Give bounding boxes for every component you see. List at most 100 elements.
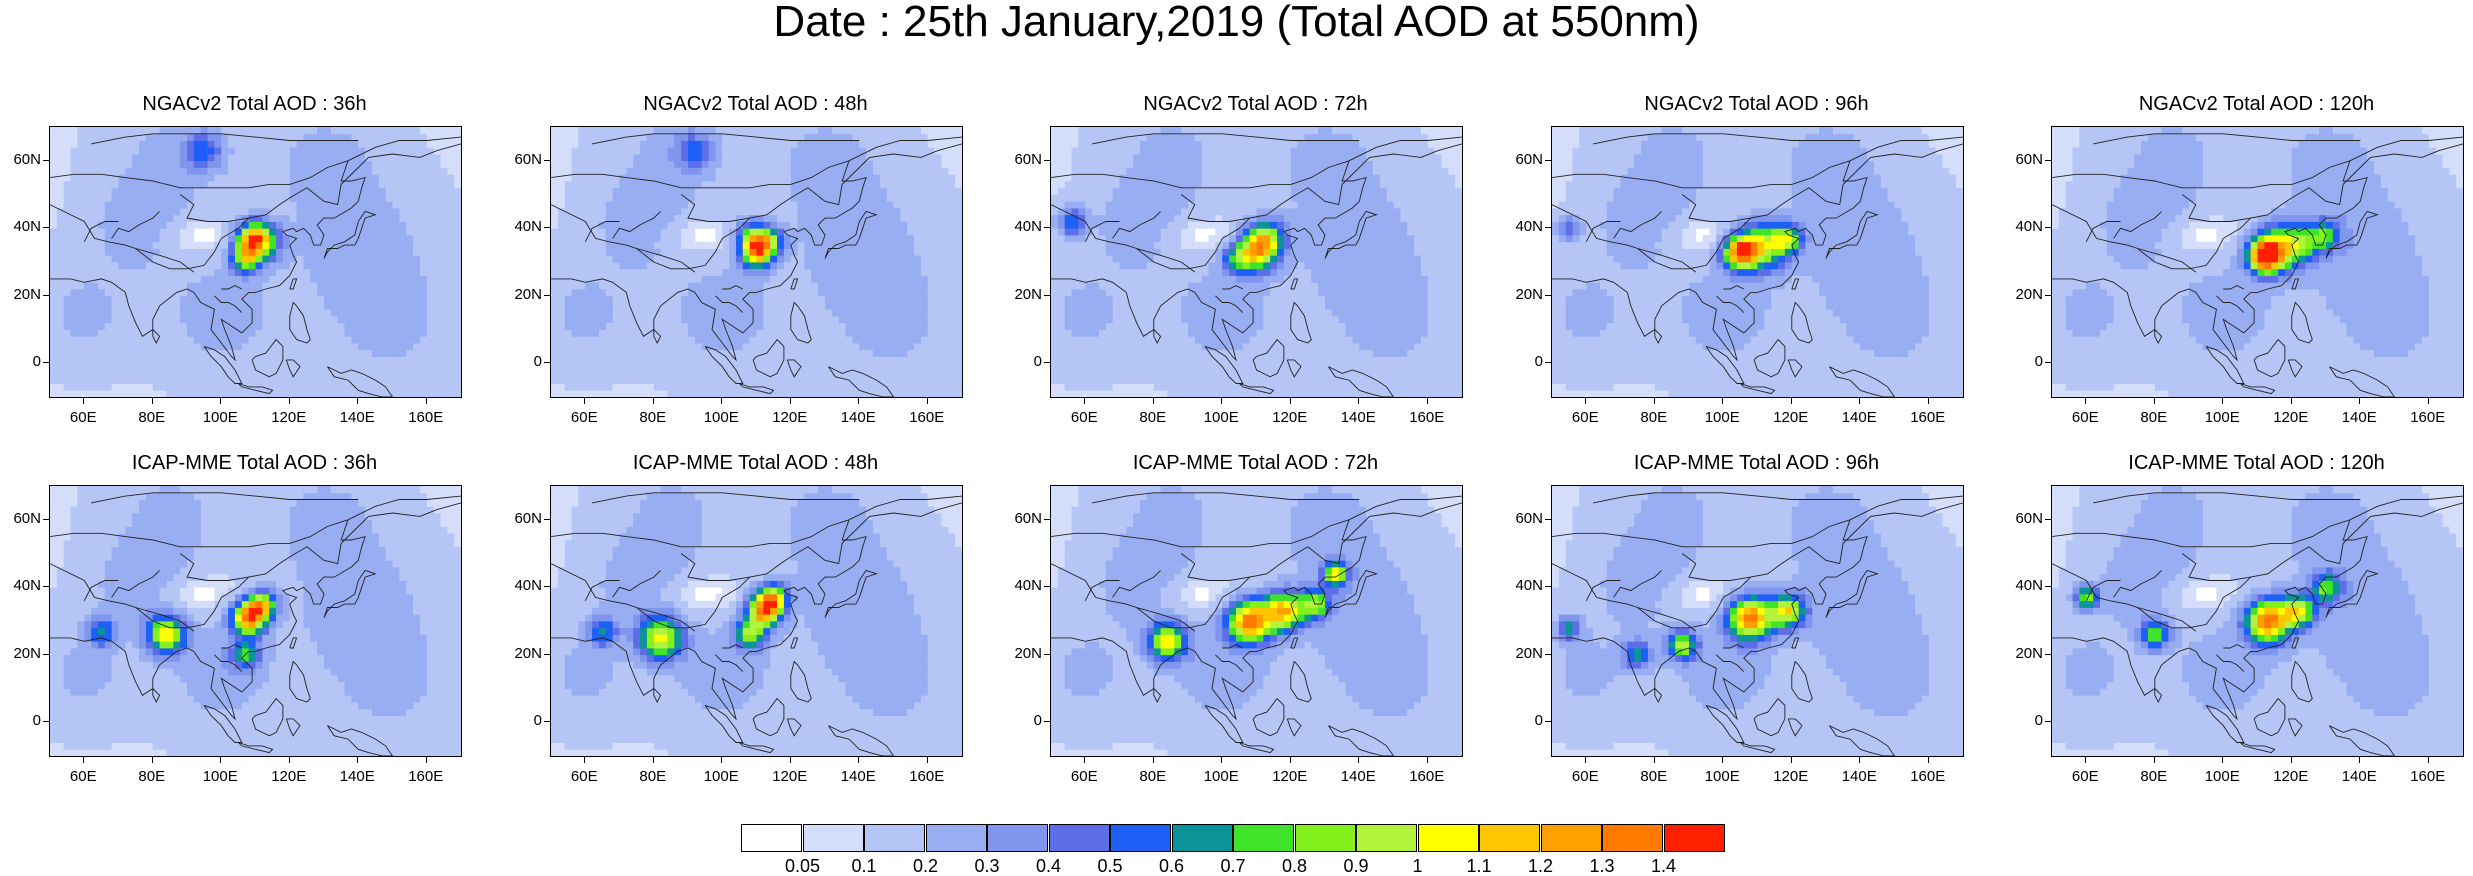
lon-tick-label: 100E [1697, 410, 1747, 426]
lon-tick [1585, 757, 1586, 763]
lat-tick [2045, 586, 2051, 587]
lat-tick [43, 654, 49, 655]
lat-tick-label: 0 [2007, 354, 2043, 370]
aod-map-panel [2051, 485, 2464, 757]
lon-tick-label: 80E [1629, 769, 1679, 785]
lon-tick-label: 120E [2266, 769, 2316, 785]
lat-tick-label: 40N [5, 219, 41, 235]
colorbar-box [1664, 824, 1725, 852]
colorbar-label: 1 [1388, 856, 1448, 876]
lon-tick-label: 160E [1402, 769, 1452, 785]
lon-tick [2291, 757, 2292, 763]
colorbar-box [1295, 824, 1356, 852]
lon-tick [653, 398, 654, 404]
lon-tick-label: 80E [1128, 410, 1178, 426]
lat-tick [544, 295, 550, 296]
lat-tick-label: 0 [506, 354, 542, 370]
lat-tick-label: 0 [1006, 354, 1042, 370]
lat-tick [1545, 721, 1551, 722]
aod-map-panel [1551, 485, 1964, 757]
colorbar-label: 1.4 [1634, 856, 1694, 876]
lon-tick [927, 757, 928, 763]
colorbar-label: 0.6 [1142, 856, 1202, 876]
panel-title: ICAP-MME Total AOD : 96h [1527, 452, 1987, 474]
lat-tick [1044, 654, 1050, 655]
colorbar-box [1172, 824, 1233, 852]
lat-tick [1545, 586, 1551, 587]
colorbar-box [1602, 824, 1663, 852]
lat-tick-label: 20N [1006, 646, 1042, 662]
lon-tick [1859, 398, 1860, 404]
lon-tick-label: 160E [902, 769, 952, 785]
lon-tick [1791, 398, 1792, 404]
colorbar-label: 0.2 [896, 856, 956, 876]
lat-tick-label: 60N [506, 511, 542, 527]
lon-tick [1221, 398, 1222, 404]
colorbar-box [1233, 824, 1294, 852]
aod-map-panel [2051, 126, 2464, 398]
lon-tick-label: 120E [765, 410, 815, 426]
colorbar-label: 0.7 [1203, 856, 1263, 876]
lon-tick-label: 100E [1196, 769, 1246, 785]
lat-tick-label: 60N [5, 511, 41, 527]
aod-map-panel [550, 485, 963, 757]
lat-tick-label: 40N [1507, 219, 1543, 235]
lat-tick-label: 40N [5, 578, 41, 594]
lon-tick [2291, 398, 2292, 404]
lon-tick [1358, 757, 1359, 763]
lat-tick [2045, 654, 2051, 655]
aod-field [551, 486, 962, 756]
lat-tick [43, 295, 49, 296]
lat-tick-label: 40N [2007, 578, 2043, 594]
lat-tick [1044, 721, 1050, 722]
lon-tick-label: 80E [2129, 410, 2179, 426]
lon-tick [2222, 757, 2223, 763]
lon-tick-label: 60E [1560, 769, 1610, 785]
panel-title: ICAP-MME Total AOD : 48h [526, 452, 986, 474]
lat-tick-label: 20N [1507, 646, 1543, 662]
lon-tick [2085, 757, 2086, 763]
lat-tick-label: 0 [1507, 713, 1543, 729]
colorbar-label: 0.9 [1326, 856, 1386, 876]
lon-tick-label: 100E [696, 410, 746, 426]
lat-tick [1044, 227, 1050, 228]
lon-tick [1153, 757, 1154, 763]
colorbar-box [803, 824, 864, 852]
lat-tick [544, 586, 550, 587]
aod-field [1051, 486, 1462, 756]
panel-title: NGACv2 Total AOD : 36h [25, 93, 485, 115]
lon-tick [152, 757, 153, 763]
lon-tick [2359, 398, 2360, 404]
lat-tick [1545, 295, 1551, 296]
lon-tick-label: 160E [1903, 769, 1953, 785]
lat-tick [43, 362, 49, 363]
lon-tick-label: 140E [1834, 410, 1884, 426]
lon-tick [1358, 398, 1359, 404]
lon-tick [2428, 398, 2429, 404]
lon-tick-label: 80E [628, 769, 678, 785]
lat-tick-label: 20N [1507, 287, 1543, 303]
lon-tick-label: 140E [833, 410, 883, 426]
aod-field [2052, 486, 2463, 756]
lat-tick-label: 0 [506, 713, 542, 729]
lon-tick-label: 60E [58, 769, 108, 785]
lat-tick-label: 60N [1507, 511, 1543, 527]
colorbar-box [1110, 824, 1171, 852]
lon-tick-label: 100E [2197, 410, 2247, 426]
lon-tick [1928, 398, 1929, 404]
colorbar-label: 1.1 [1449, 856, 1509, 876]
lat-tick-label: 60N [506, 152, 542, 168]
lon-tick-label: 160E [2403, 410, 2453, 426]
aod-map-panel [550, 126, 963, 398]
aod-field [50, 486, 461, 756]
lon-tick-label: 120E [1265, 769, 1315, 785]
lat-tick [43, 721, 49, 722]
lon-tick-label: 80E [1629, 410, 1679, 426]
lon-tick-label: 120E [1265, 410, 1315, 426]
lon-tick-label: 140E [332, 769, 382, 785]
lat-tick-label: 60N [1006, 152, 1042, 168]
lat-tick-label: 40N [1006, 578, 1042, 594]
lon-tick [289, 757, 290, 763]
lat-tick [544, 362, 550, 363]
colorbar-label: 1.3 [1572, 856, 1632, 876]
